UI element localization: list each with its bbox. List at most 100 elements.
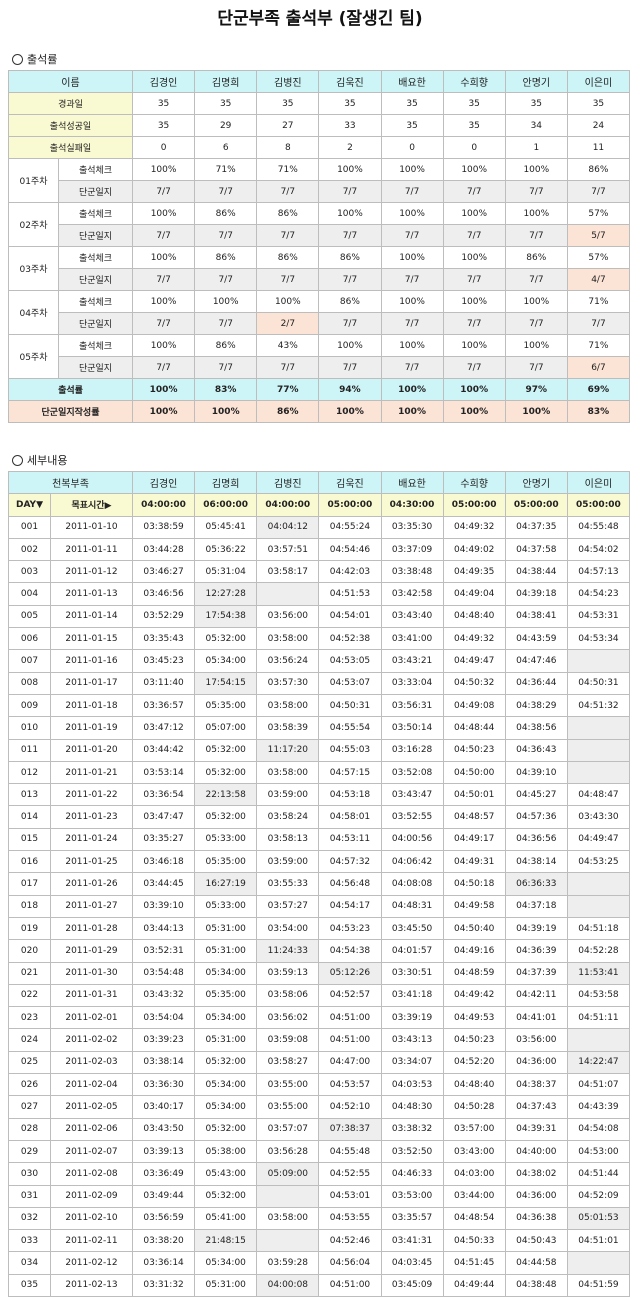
day-row: 028 2011-02-06 03:43:50 05:32:00 03:57:07 07:… — [8, 1117, 631, 1141]
time-cell: 04:48:40 — [442, 604, 506, 629]
time-cell: 03:44:42 — [131, 738, 196, 762]
time-cell: 03:35:30 — [380, 515, 444, 539]
check-cell: 71% — [566, 334, 631, 357]
time-cell: 04:53:23 — [318, 916, 382, 941]
time-cell: 04:51:00 — [318, 1273, 382, 1297]
row-label: 단군일지작성률 — [8, 400, 133, 423]
member-name: 수희향 — [442, 70, 506, 93]
target-time: 04:30:00 — [380, 493, 444, 517]
value-cell: 34 — [504, 114, 568, 137]
diary-cell: 7/7 — [566, 180, 631, 203]
time-cell: 04:56:48 — [318, 872, 382, 896]
target-time: 05:00:00 — [318, 493, 382, 517]
time-cell: 03:46:27 — [131, 560, 196, 584]
time-cell: 05:32:00 — [194, 805, 258, 829]
time-cell: 04:39:19 — [504, 916, 568, 941]
time-cell: 04:48:30 — [380, 1095, 444, 1119]
time-cell: 05:34:00 — [194, 649, 258, 673]
time-cell: 04:54:46 — [318, 537, 382, 562]
day-number: 034 — [8, 1251, 51, 1275]
check-cell: 100% — [442, 158, 506, 181]
diary-cell: 7/7 — [504, 312, 568, 335]
date-cell: 2011-01-26 — [50, 872, 133, 896]
time-cell: 07:38:37 — [318, 1117, 382, 1141]
diary-cell: 7/7 — [318, 180, 382, 203]
date-cell: 2011-01-24 — [50, 827, 133, 852]
target-time: 04:00:00 — [131, 493, 196, 517]
value-cell: 35 — [380, 114, 444, 137]
check-cell: 86% — [504, 246, 568, 269]
member-name: 안명기 — [504, 470, 568, 495]
time-cell: 05:01:53 — [566, 1206, 631, 1231]
rate-cell: 83% — [566, 400, 631, 423]
day-row: 013 2011-01-22 03:36:54 22:13:58 03:59:00 04:… — [8, 783, 631, 807]
time-cell: 04:55:48 — [318, 1139, 382, 1164]
time-cell: 16:27:19 — [194, 872, 258, 896]
check-cell: 100% — [380, 246, 444, 269]
time-cell: 03:30:51 — [380, 961, 444, 985]
check-cell: 86% — [318, 290, 382, 313]
value-cell: 35 — [194, 92, 258, 115]
day-label: DAY▼ — [8, 493, 51, 517]
time-cell: 04:50:01 — [442, 783, 506, 807]
time-cell: 11:17:20 — [256, 738, 320, 762]
time-cell: 04:51:53 — [318, 582, 382, 606]
time-cell: 04:52:38 — [318, 627, 382, 651]
time-cell: 03:58:17 — [256, 560, 320, 584]
time-cell: 04:55:24 — [318, 515, 382, 539]
time-cell: 03:41:18 — [380, 983, 444, 1008]
check-cell: 71% — [566, 290, 631, 313]
diary-cell: 7/7 — [318, 356, 382, 379]
date-cell: 2011-01-20 — [50, 738, 133, 762]
day-row: 011 2011-01-20 03:44:42 05:32:00 11:17:20 04:… — [8, 738, 631, 762]
row-label: 출석률 — [8, 378, 133, 401]
time-cell: 04:48:54 — [442, 1206, 506, 1231]
time-cell: 04:49:58 — [442, 894, 506, 918]
day-number: 008 — [8, 671, 51, 695]
day-row: 009 2011-01-18 03:36:57 05:35:00 03:58:00 04:… — [8, 693, 631, 718]
time-cell: 04:53:25 — [566, 850, 631, 874]
time-cell: 04:53:01 — [318, 1184, 382, 1208]
week-diary-row: 단군일지 7/7 7/7 7/7 7/7 7/7 7/7 7/7 5/7 — [9, 224, 631, 247]
day-row: 029 2011-02-07 03:39:13 05:38:00 03:56:28 04:… — [8, 1139, 631, 1164]
time-cell: 04:51:01 — [566, 1229, 631, 1253]
time-cell: 05:09:00 — [256, 1162, 320, 1186]
rate-cell: 86% — [256, 400, 320, 423]
time-cell: 03:45:09 — [380, 1273, 444, 1297]
time-cell: 04:42:03 — [318, 560, 382, 584]
day-number: 020 — [8, 939, 51, 963]
day-number: 014 — [8, 805, 51, 829]
diary-cell: 7/7 — [380, 224, 444, 247]
attendance-summary-table: 이름 김경인 김명희 김병진 김욱진 배요한 수희향 안명기 이은미 경과일 35 35 35 35 35 3… — [8, 70, 631, 423]
time-cell: 04:37:43 — [504, 1095, 568, 1119]
time-cell: 04:50:43 — [504, 1229, 568, 1253]
time-cell: 03:40:17 — [131, 1095, 196, 1119]
day-number: 022 — [8, 983, 51, 1008]
day-row: 004 2011-01-13 03:46:56 12:27:28 04:51:53 03:… — [8, 582, 631, 606]
rate-cell: 100% — [131, 400, 196, 423]
time-cell: 05:31:00 — [194, 916, 258, 941]
date-cell: 2011-02-05 — [50, 1095, 133, 1119]
time-cell: 04:54:23 — [566, 582, 631, 606]
diary-cell: 7/7 — [194, 356, 258, 379]
day-number: 015 — [8, 827, 51, 852]
time-cell: 03:35:43 — [131, 627, 196, 651]
time-cell — [566, 1251, 631, 1275]
time-cell: 04:52:55 — [318, 1162, 382, 1186]
time-cell: 03:59:08 — [256, 1028, 320, 1052]
section-label: 세부내용 — [27, 454, 68, 467]
member-name: 김명희 — [194, 70, 258, 93]
time-cell: 03:44:45 — [131, 872, 196, 896]
time-cell: 04:49:17 — [442, 827, 506, 852]
time-cell: 03:57:07 — [256, 1117, 320, 1141]
day-row: 022 2011-01-31 03:43:32 05:35:00 03:58:06 04:… — [8, 983, 631, 1008]
check-cell: 100% — [380, 202, 444, 225]
day-number: 007 — [8, 649, 51, 673]
day-row: 016 2011-01-25 03:46:18 05:35:00 03:59:00 04:… — [8, 850, 631, 874]
day-number: 024 — [8, 1028, 51, 1052]
time-cell: 05:33:00 — [194, 894, 258, 918]
target-time: 04:00:00 — [256, 493, 320, 517]
time-cell: 04:52:46 — [318, 1229, 382, 1253]
time-cell: 04:51:44 — [566, 1162, 631, 1186]
day-number: 013 — [8, 783, 51, 807]
